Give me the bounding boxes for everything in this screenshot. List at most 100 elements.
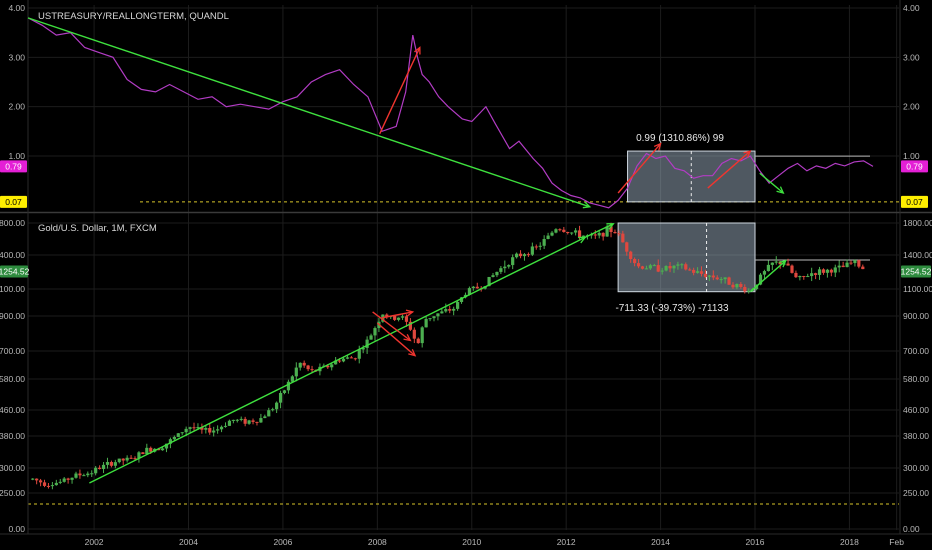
x-tick-label: 2018 xyxy=(840,537,859,547)
trendline-lower xyxy=(89,236,586,484)
candle-body xyxy=(204,427,208,430)
trendline-lower xyxy=(584,223,614,239)
candle-body xyxy=(365,339,369,348)
candle-body xyxy=(420,327,424,344)
candle-body xyxy=(538,245,542,247)
candle-body xyxy=(475,286,479,289)
candle-body xyxy=(794,272,798,278)
trendline-upper xyxy=(707,150,751,189)
badge-left-gold-last-label: 1254.52 xyxy=(0,266,30,276)
candle-body xyxy=(157,448,161,451)
y-tick-label-right: 580.00 xyxy=(903,374,929,384)
candle-body xyxy=(448,309,452,311)
candle-body xyxy=(857,260,861,267)
candle-body xyxy=(184,428,188,433)
candle-body xyxy=(145,447,149,455)
candle-body xyxy=(459,297,464,303)
candle-body xyxy=(94,467,98,474)
candle-body xyxy=(412,329,416,339)
candle-body xyxy=(239,418,243,420)
candle-body xyxy=(82,475,86,477)
candle-body xyxy=(141,452,145,455)
candle-body xyxy=(455,302,460,309)
y-tick-label-right: 4.00 xyxy=(903,3,920,13)
candle-body xyxy=(621,233,625,243)
candle-body xyxy=(361,347,365,350)
candle-body xyxy=(349,357,353,359)
candle-body xyxy=(326,365,330,368)
lower-pane-title: Gold/U.S. Dollar, 1M, FXCM xyxy=(38,223,157,234)
candle-body xyxy=(652,265,656,267)
x-tick-label: 2012 xyxy=(557,537,576,547)
candle-body xyxy=(282,390,287,393)
y-tick-label-right: 1100.00 xyxy=(903,284,932,294)
badge-left-gold-last xyxy=(0,265,28,278)
candle-body xyxy=(487,276,491,287)
candle-body xyxy=(310,369,314,371)
candle-body xyxy=(188,427,192,429)
trendline-arrowhead xyxy=(776,186,785,194)
candle-body xyxy=(444,309,448,312)
candle-body xyxy=(334,360,338,365)
candle-body xyxy=(684,264,688,270)
candle-body xyxy=(302,362,306,366)
candle-body xyxy=(817,269,822,275)
y-tick-label-left: 1100.00 xyxy=(0,284,25,294)
candle-body xyxy=(219,426,224,430)
candle-body xyxy=(703,273,708,277)
candle-body xyxy=(574,230,578,233)
candle-body xyxy=(526,254,531,256)
candle-body xyxy=(676,264,680,266)
candle-body xyxy=(660,270,664,272)
candle-body xyxy=(440,311,444,314)
annotations: 0.99 (1310.86%) 99 -711.33 (-39.73%) -711… xyxy=(0,17,932,484)
candle-body xyxy=(125,457,129,461)
candle-body xyxy=(566,232,570,234)
badge-left-treasury-last-label: 0.79 xyxy=(5,161,22,171)
candle-body xyxy=(467,288,472,295)
y-tick-label-left: 380.00 xyxy=(0,431,25,441)
candle-body xyxy=(821,269,826,273)
y-tick-label-left: 4.00 xyxy=(8,3,25,13)
candle-body xyxy=(774,261,778,263)
trendline-arrowhead xyxy=(403,333,412,342)
candle-body xyxy=(735,284,739,288)
candle-body xyxy=(558,229,562,231)
trendline-arrowhead xyxy=(414,46,421,55)
candle-body xyxy=(373,328,377,336)
x-tick-label: 2008 xyxy=(368,537,387,547)
badge-right-gold-last xyxy=(901,265,931,278)
candle-body xyxy=(294,367,298,377)
candle-body xyxy=(54,482,58,486)
candle-body xyxy=(341,358,346,362)
candle-body xyxy=(680,264,684,266)
candle-body xyxy=(546,235,550,239)
y-tick-label-right: 700.00 xyxy=(903,346,929,356)
candle-body xyxy=(845,262,849,268)
candle-body xyxy=(577,230,582,237)
candle-body xyxy=(522,254,527,257)
candle-body xyxy=(727,277,731,285)
candle-body xyxy=(408,321,412,330)
measure-label-lower: -711.33 (-39.73%) -71133 xyxy=(615,303,728,314)
candle-body xyxy=(491,275,495,277)
candle-body xyxy=(452,308,456,311)
y-tick-label-left: 1400.00 xyxy=(0,250,25,260)
upper-pane-title: USTREASURY/REALLONGTERM, QUANDL xyxy=(38,11,229,22)
badge-left-treasury-last xyxy=(0,160,27,173)
y-tick-label-left: 900.00 xyxy=(0,311,25,321)
y-tick-label-left: 2.00 xyxy=(8,102,25,112)
candle-body xyxy=(507,265,511,267)
candle-body xyxy=(275,402,279,410)
candle-body xyxy=(766,264,770,272)
candle-body xyxy=(503,266,507,269)
candle-body xyxy=(762,271,767,275)
candle-body xyxy=(554,229,558,233)
candle-body xyxy=(688,269,692,271)
candle-body xyxy=(298,362,302,368)
candle-body xyxy=(723,277,727,280)
candle-body xyxy=(841,265,845,268)
candle-body xyxy=(227,420,232,426)
